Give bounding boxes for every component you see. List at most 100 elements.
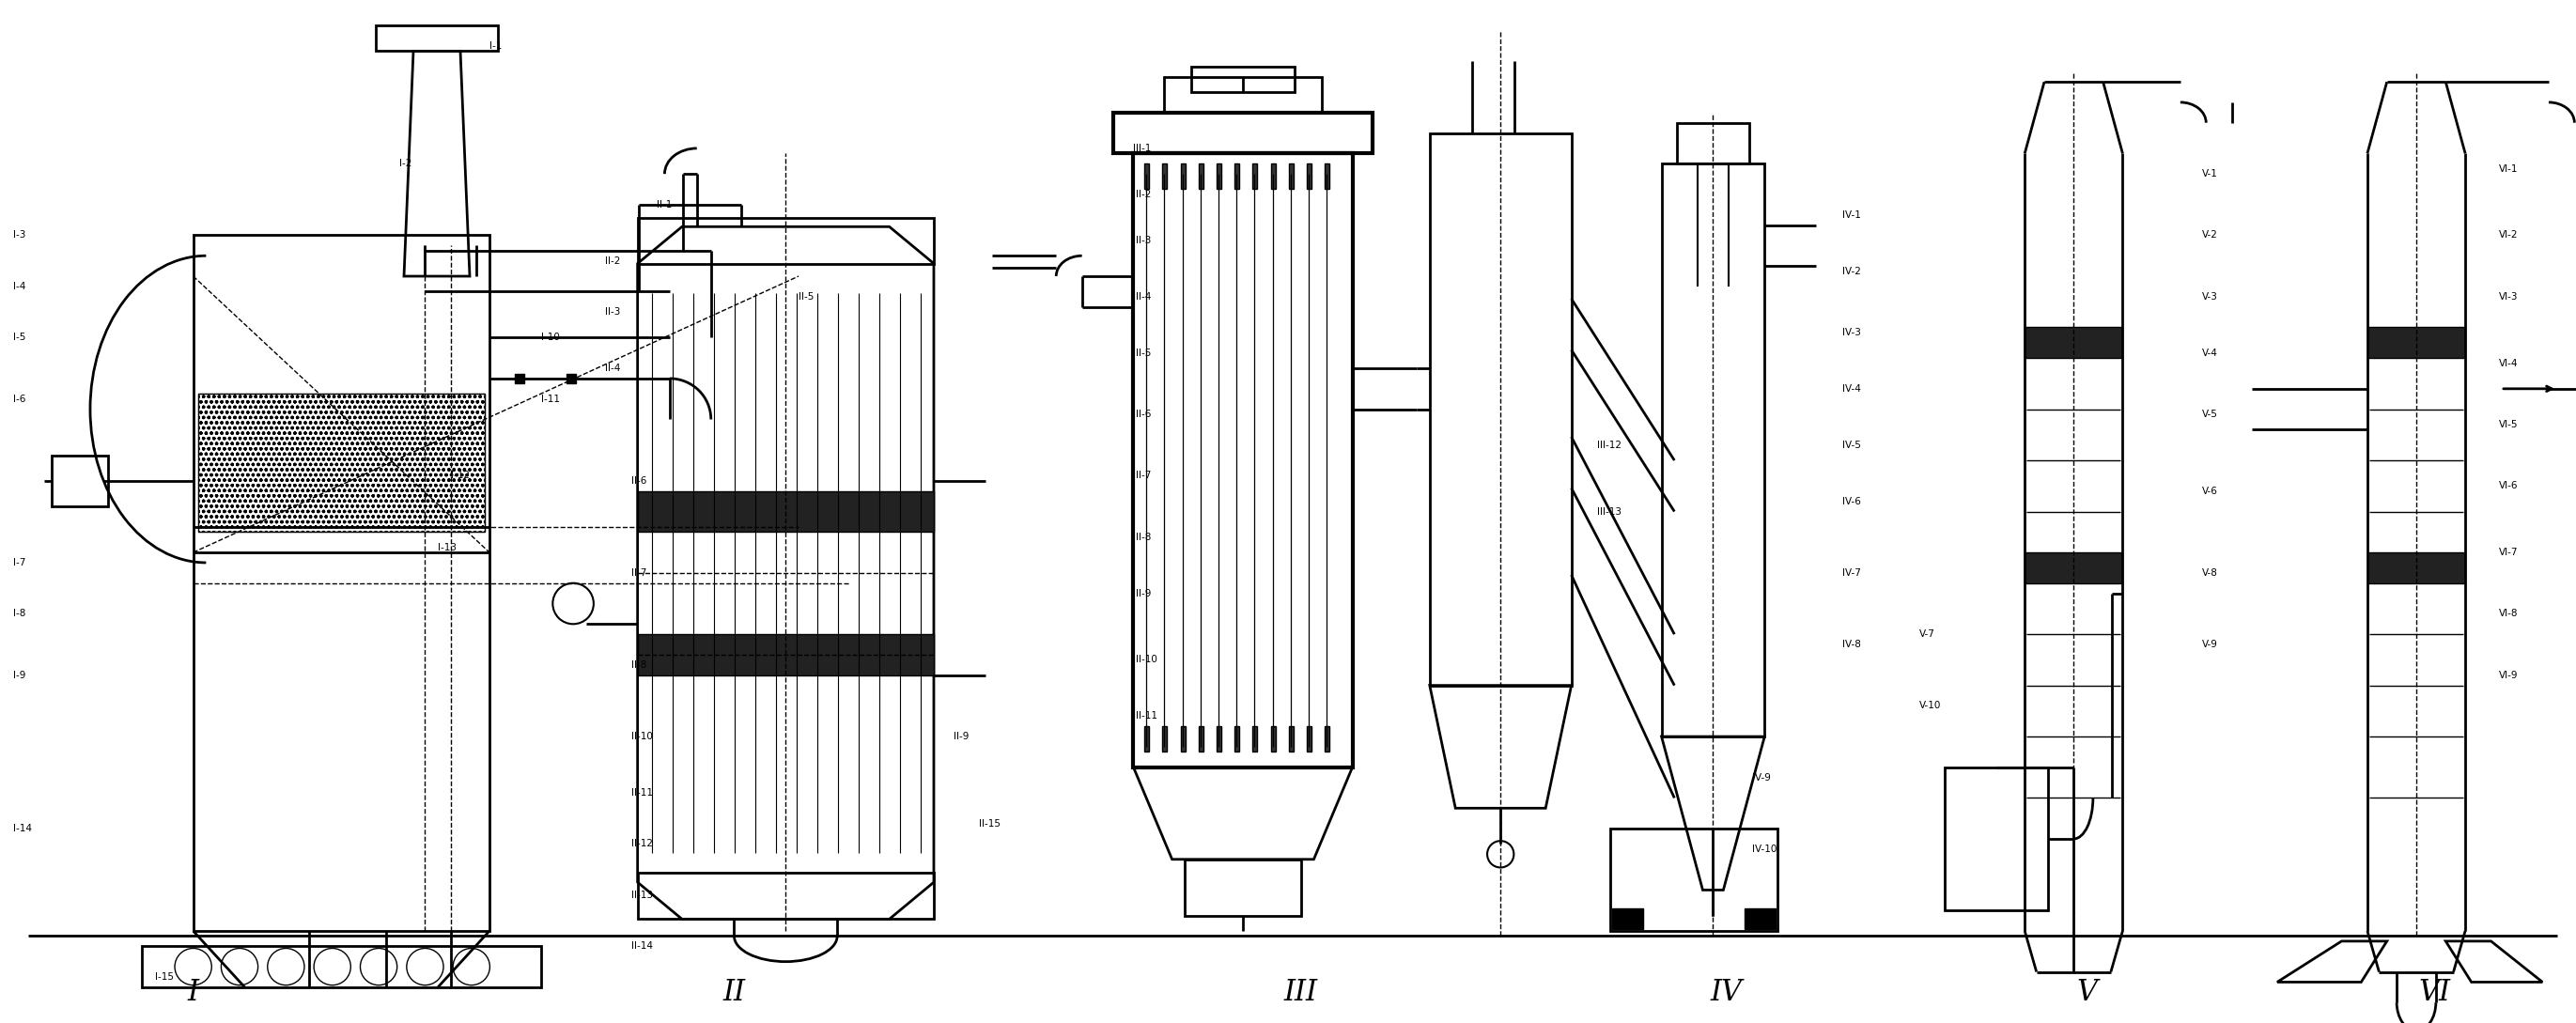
- Text: VI-7: VI-7: [2499, 547, 2517, 558]
- Text: V-6: V-6: [2202, 486, 2218, 496]
- Bar: [639, 491, 933, 532]
- Text: VI-8: VI-8: [2499, 609, 2517, 619]
- Bar: [515, 373, 526, 384]
- Text: III-10: III-10: [1133, 655, 1157, 665]
- Bar: [1306, 164, 1311, 189]
- Text: IV-10: IV-10: [1752, 844, 1777, 854]
- Text: II-8: II-8: [631, 660, 647, 670]
- Text: V-7: V-7: [1919, 629, 1935, 639]
- Bar: [1164, 77, 1321, 113]
- Text: II: II: [724, 978, 744, 1007]
- Text: V-1: V-1: [2202, 169, 2218, 179]
- Bar: [1306, 726, 1311, 752]
- Bar: [1613, 908, 1643, 929]
- Bar: [1662, 164, 1765, 737]
- Text: II-11: II-11: [631, 788, 652, 798]
- Bar: [639, 634, 933, 675]
- Text: I-7: I-7: [13, 558, 26, 568]
- Text: V-5: V-5: [2202, 409, 2218, 419]
- Bar: [1252, 726, 1257, 752]
- Bar: [1252, 164, 1257, 189]
- Text: I-1: I-1: [489, 41, 502, 51]
- Text: III-13: III-13: [1597, 506, 1620, 517]
- Bar: [1144, 726, 1149, 752]
- Text: I-9: I-9: [13, 670, 26, 680]
- Text: IV-1: IV-1: [1842, 210, 1860, 220]
- Bar: [1185, 859, 1301, 916]
- Text: IV-9: IV-9: [1752, 772, 1770, 783]
- Bar: [1270, 726, 1275, 752]
- Text: IV-3: IV-3: [1842, 327, 1860, 338]
- Text: I-5: I-5: [13, 332, 26, 343]
- Bar: [1162, 164, 1167, 189]
- Text: V-9: V-9: [2202, 639, 2218, 650]
- Text: IV-8: IV-8: [1842, 639, 1860, 650]
- Bar: [52, 455, 108, 506]
- Text: II-12: II-12: [631, 839, 652, 849]
- Bar: [567, 373, 577, 384]
- Text: V-10: V-10: [1919, 701, 1942, 711]
- Bar: [198, 394, 484, 532]
- Bar: [198, 394, 484, 532]
- Bar: [2367, 327, 2465, 358]
- Text: III-4: III-4: [1133, 292, 1151, 302]
- Bar: [193, 235, 489, 931]
- Text: IV-5: IV-5: [1842, 440, 1860, 450]
- Text: III: III: [1283, 978, 1319, 1007]
- Bar: [1180, 164, 1185, 189]
- Text: III-8: III-8: [1133, 532, 1151, 542]
- Text: VI-5: VI-5: [2499, 419, 2517, 430]
- Text: III-1: III-1: [1133, 143, 1151, 153]
- Text: III-12: III-12: [1597, 440, 1620, 450]
- Bar: [1198, 164, 1203, 189]
- Text: III-7: III-7: [1133, 471, 1151, 481]
- Text: II-3: II-3: [605, 307, 621, 317]
- Bar: [1324, 726, 1329, 752]
- Text: I-4: I-4: [13, 281, 26, 292]
- Text: III-2: III-2: [1133, 189, 1151, 199]
- Bar: [1945, 767, 2048, 910]
- Text: I-15: I-15: [155, 972, 173, 982]
- Bar: [639, 873, 933, 919]
- Text: V-4: V-4: [2202, 348, 2218, 358]
- Text: II-6: II-6: [631, 476, 647, 486]
- Text: II-1: II-1: [657, 199, 672, 210]
- Text: VI-6: VI-6: [2499, 481, 2517, 491]
- Text: IV-4: IV-4: [1842, 384, 1860, 394]
- Bar: [1324, 164, 1329, 189]
- Bar: [2367, 552, 2465, 583]
- Text: III-11: III-11: [1133, 711, 1157, 721]
- Text: IV: IV: [1710, 978, 1741, 1007]
- Bar: [1180, 726, 1185, 752]
- Bar: [1162, 726, 1167, 752]
- Text: I-3: I-3: [13, 230, 26, 240]
- Bar: [1234, 726, 1239, 752]
- Text: II-2: II-2: [605, 256, 621, 266]
- Text: IV-7: IV-7: [1842, 568, 1860, 578]
- Text: I-10: I-10: [541, 332, 559, 343]
- Text: III-6: III-6: [1133, 409, 1151, 419]
- Bar: [1133, 153, 1352, 767]
- Bar: [1144, 164, 1149, 189]
- Bar: [142, 946, 541, 987]
- Text: I-14: I-14: [13, 824, 31, 834]
- Bar: [1216, 726, 1221, 752]
- Bar: [1677, 123, 1749, 164]
- Text: V: V: [2076, 978, 2097, 1007]
- Text: II-10: II-10: [631, 731, 652, 742]
- Text: I-13: I-13: [438, 542, 456, 552]
- Text: II-9: II-9: [953, 731, 969, 742]
- Text: I-11: I-11: [541, 394, 559, 404]
- Text: V-3: V-3: [2202, 292, 2218, 302]
- Text: IV-6: IV-6: [1842, 496, 1860, 506]
- Text: II-4: II-4: [605, 363, 621, 373]
- Text: VI-9: VI-9: [2499, 670, 2517, 680]
- Text: VI-3: VI-3: [2499, 292, 2517, 302]
- Bar: [1610, 829, 1777, 931]
- Text: VI-1: VI-1: [2499, 164, 2517, 174]
- Text: I: I: [188, 978, 198, 1007]
- Text: I-6: I-6: [13, 394, 26, 404]
- Bar: [1113, 113, 1373, 153]
- Text: VI-4: VI-4: [2499, 358, 2517, 368]
- Bar: [1234, 164, 1239, 189]
